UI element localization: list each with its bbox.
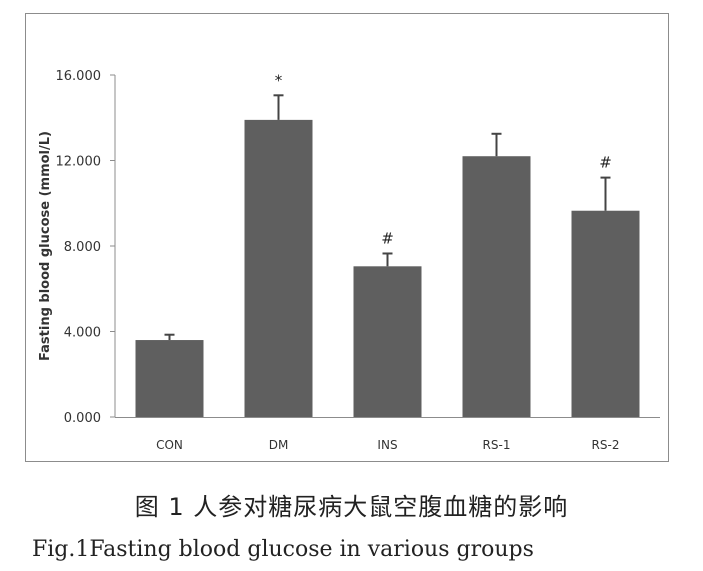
bar-rs-1 bbox=[462, 156, 531, 417]
y-axis-label: Fasting blood glucose (mmol/L) bbox=[38, 131, 53, 361]
x-tick-label: RS-1 bbox=[483, 438, 511, 452]
x-tick-label: INS bbox=[377, 438, 397, 452]
y-tick-label: 0.000 bbox=[64, 411, 101, 426]
bar-ins bbox=[353, 266, 422, 417]
y-tick-label: 8.000 bbox=[64, 240, 101, 255]
y-tick-label: 12.000 bbox=[56, 155, 102, 170]
caption-chinese: 图 1 人参对糖尿病大鼠空腹血糖的影响 bbox=[134, 493, 569, 521]
y-ticks: 0.000 4.000 8.000 12.000 16.000 bbox=[56, 69, 115, 426]
significance-mark: # bbox=[599, 154, 612, 172]
annotations: * # # bbox=[275, 71, 612, 247]
error-bars bbox=[164, 94, 611, 341]
x-tick-labels: CON DM INS RS-1 RS-2 bbox=[156, 438, 619, 452]
y-tick-label: 16.000 bbox=[56, 69, 102, 84]
x-tick-label: DM bbox=[269, 438, 289, 452]
significance-mark: # bbox=[381, 229, 394, 247]
y-tick-label: 4.000 bbox=[64, 326, 101, 341]
bar-dm bbox=[244, 119, 313, 417]
significance-mark: * bbox=[275, 71, 283, 89]
x-tick-label: RS-2 bbox=[592, 438, 620, 452]
bar-chart-svg: 0.000 4.000 8.000 12.000 16.000 * # # CON DM INS… bbox=[25, 13, 669, 462]
chart-frame bbox=[25, 13, 669, 462]
chart: 0.000 4.000 8.000 12.000 16.000 * # # CON DM INS… bbox=[25, 13, 669, 462]
bar-rs-2 bbox=[571, 210, 640, 417]
x-tick-label: CON bbox=[156, 438, 183, 452]
bars bbox=[135, 119, 640, 417]
caption-english: Fig.1Fasting blood glucose in various gr… bbox=[32, 537, 534, 562]
bar-con bbox=[135, 340, 204, 417]
